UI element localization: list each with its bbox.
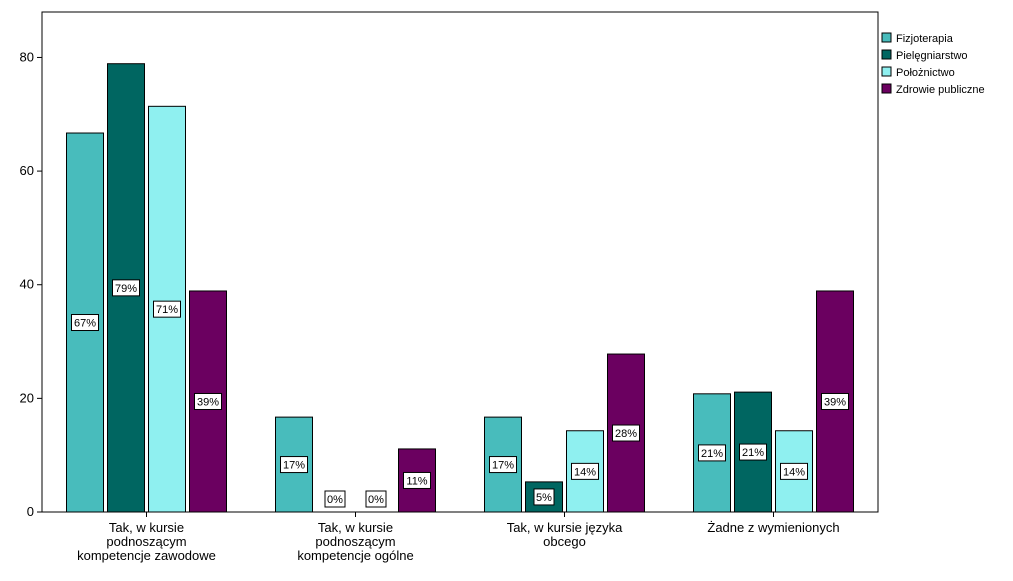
data-labels: 67% 79% 71% 39% 17% 0% 0% 11% 17% 5% 14% 28% 21% 21% 1…: [71, 279, 849, 508]
data-label: 14%: [571, 462, 599, 480]
data-label-text: 21%: [742, 447, 764, 459]
legend-swatch: [881, 49, 892, 60]
x-tick-label: Tak, w kursie języka obcego: [507, 520, 623, 549]
x-tick-label: Tak, w kursie podnoszącym kompetencje zawo…: [77, 520, 216, 563]
data-label-box: [71, 314, 99, 332]
legend-label: Położnictwo: [896, 67, 955, 79]
x-axis: Tak, w kursie podnoszącym kompetencje zawo…: [77, 512, 840, 563]
y-tick-label: 40: [20, 277, 34, 292]
data-label-text: 67%: [74, 318, 96, 330]
data-label-text: 11%: [406, 475, 427, 487]
data-label-box: [403, 471, 431, 489]
legend-swatch: [881, 32, 892, 43]
data-label-box: [571, 462, 599, 480]
data-label-text: 0%: [368, 494, 384, 506]
data-label-text: 14%: [783, 466, 805, 478]
data-label: 28%: [612, 424, 640, 442]
data-label-text: 0%: [327, 494, 343, 506]
data-label: 17%: [280, 456, 308, 474]
legend-item: Położnictwo: [881, 66, 955, 79]
data-label: 14%: [780, 462, 808, 480]
y-tick-label: 0: [27, 504, 34, 519]
legend-label: Zdrowie publiczne: [896, 84, 985, 96]
data-label-box: [821, 392, 849, 410]
legend-item: Zdrowie publiczne: [881, 83, 985, 96]
data-label-box: [739, 443, 767, 461]
y-tick-label: 20: [20, 390, 34, 405]
data-label-text: 71%: [156, 304, 178, 316]
data-label-box: [280, 456, 308, 474]
data-label-box: [780, 462, 808, 480]
data-label: 71%: [153, 300, 181, 318]
data-label: 11%: [403, 471, 431, 489]
legend-label: Pielęgniarstwo: [896, 50, 968, 62]
data-label-text: 14%: [574, 466, 596, 478]
data-label-text: 28%: [615, 428, 637, 440]
data-label: 0%: [324, 490, 346, 508]
data-label-text: 21%: [701, 448, 723, 460]
y-axis: 0 20 40 60 80: [20, 49, 42, 519]
legend: Fizjoterapia Pielęgniarstwo Położnictwo Zdr…: [881, 32, 985, 96]
data-label-text: 79%: [115, 283, 137, 295]
data-label: 67%: [71, 314, 99, 332]
x-tick-label: Żadne z wymienionych: [707, 520, 839, 535]
data-label: 5%: [533, 488, 555, 506]
x-tick-label: Tak, w kursie podnoszącym kompetencje ogól…: [297, 520, 413, 563]
data-label-text: 39%: [197, 396, 219, 408]
data-label-box: [612, 424, 640, 442]
data-label: 39%: [194, 392, 222, 410]
data-label-text: 17%: [492, 460, 514, 472]
data-label-text: 17%: [283, 460, 305, 472]
data-label: 21%: [739, 443, 767, 461]
data-label-box: [533, 488, 555, 506]
data-label: 21%: [698, 444, 726, 462]
data-label-box: [112, 279, 140, 297]
data-label: 39%: [821, 392, 849, 410]
data-label-box: [324, 490, 346, 508]
data-label-box: [698, 444, 726, 462]
data-label-text: 5%: [536, 492, 552, 504]
y-tick-label: 60: [20, 163, 34, 178]
legend-swatch: [881, 66, 892, 77]
data-label: 0%: [365, 490, 387, 508]
data-label-box: [365, 490, 387, 508]
data-label-box: [153, 300, 181, 318]
y-tick-label: 80: [20, 49, 34, 64]
data-label-box: [194, 392, 222, 410]
legend-label: Fizjoterapia: [896, 33, 954, 45]
data-label: 17%: [489, 456, 517, 474]
legend-item: Pielęgniarstwo: [881, 49, 968, 62]
data-label-box: [489, 456, 517, 474]
legend-item: Fizjoterapia: [881, 32, 954, 45]
data-label: 79%: [112, 279, 140, 297]
data-label-text: 39%: [824, 396, 846, 408]
legend-swatch: [881, 83, 892, 94]
